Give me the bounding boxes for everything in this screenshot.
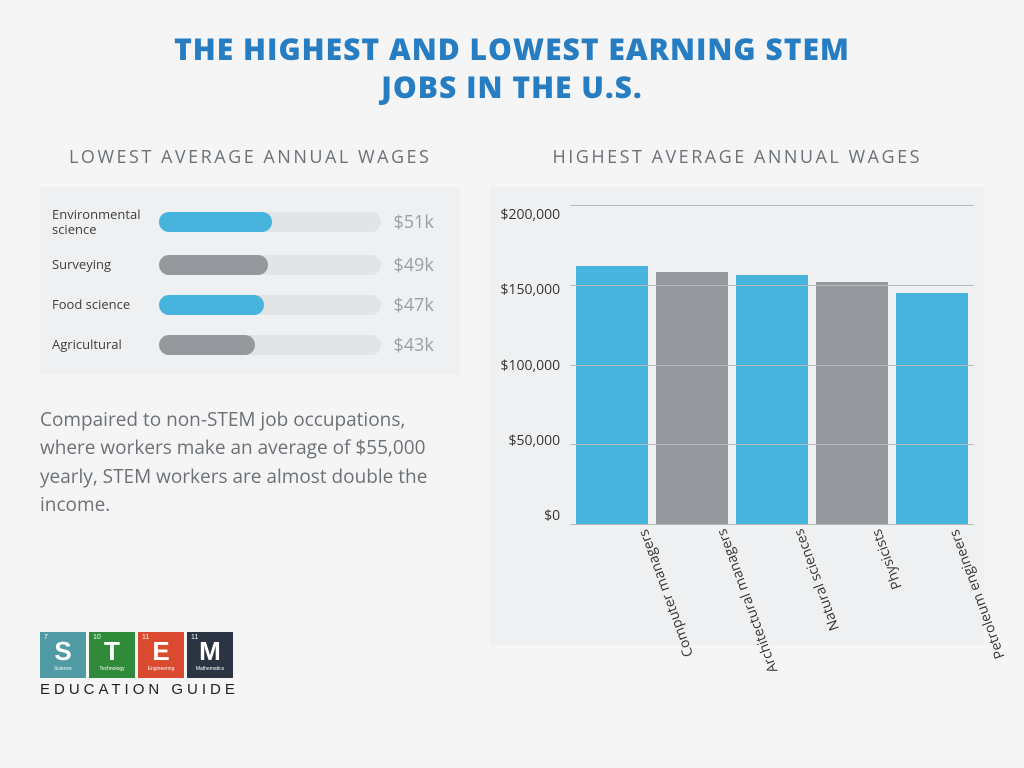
- low-track: [159, 335, 381, 355]
- grid-line: [570, 205, 974, 206]
- low-label: Agricultural: [52, 337, 147, 352]
- tile-letter: E: [152, 638, 169, 664]
- y-tick: $0: [544, 506, 560, 525]
- low-track: [159, 255, 381, 275]
- low-fill: [159, 212, 272, 232]
- tile-number: 10: [93, 634, 101, 641]
- tile-letter: T: [104, 638, 120, 664]
- logo-tile: 11 E Engineering: [138, 632, 184, 678]
- low-row: Surveying $49k: [52, 253, 448, 277]
- bar: [896, 293, 968, 524]
- low-fill: [159, 255, 268, 275]
- logo-tiles: 7 S Science 10 T Technology 11 E Enginee…: [40, 632, 239, 678]
- y-axis: $200,000 $150,000 $100,000 $50,000 $0: [500, 205, 570, 525]
- tile-word: Technology: [99, 666, 124, 672]
- lowest-heading: LOWEST AVERAGE ANNUAL WAGES: [40, 145, 460, 169]
- logo-subtitle: EDUCATION GUIDE: [40, 681, 239, 698]
- tile-number: 7: [44, 634, 48, 641]
- tile-letter: M: [199, 638, 221, 664]
- column-right: HIGHEST AVERAGE ANNUAL WAGES $200,000 $1…: [490, 145, 984, 645]
- y-tick: $100,000: [500, 356, 560, 375]
- grid-line: [570, 444, 974, 445]
- highest-chart: $200,000 $150,000 $100,000 $50,000 $0: [490, 187, 984, 645]
- tile-word: Engineering: [148, 666, 175, 672]
- y-tick: $200,000: [500, 205, 560, 224]
- lowest-card: Environmental science $51k Surveying $49…: [40, 187, 460, 375]
- low-value: $51k: [393, 210, 448, 234]
- columns: LOWEST AVERAGE ANNUAL WAGES Environmenta…: [40, 145, 984, 645]
- infographic-page: THE HIGHEST AND LOWEST EARNING STEM JOBS…: [0, 0, 1024, 768]
- low-track: [159, 212, 381, 232]
- grid-line: [570, 365, 974, 366]
- bar: [816, 282, 888, 524]
- plot-area: [570, 205, 974, 525]
- y-tick: $50,000: [508, 431, 560, 450]
- stem-logo: 7 S Science 10 T Technology 11 E Enginee…: [40, 632, 239, 698]
- low-value: $47k: [393, 293, 448, 317]
- low-fill: [159, 335, 255, 355]
- x-axis: Computer managers Architectural managers…: [582, 525, 974, 635]
- logo-tile: 7 S Science: [40, 632, 86, 678]
- logo-tile: 10 T Technology: [89, 632, 135, 678]
- bar: [656, 272, 728, 524]
- low-label: Surveying: [52, 257, 147, 272]
- highest-heading: HIGHEST AVERAGE ANNUAL WAGES: [490, 145, 984, 169]
- tile-word: Mathematics: [196, 666, 224, 672]
- low-row: Agricultural $43k: [52, 333, 448, 357]
- chart-area: $200,000 $150,000 $100,000 $50,000 $0: [500, 205, 974, 525]
- low-row: Food science $47k: [52, 293, 448, 317]
- low-value: $49k: [393, 253, 448, 277]
- low-fill: [159, 295, 264, 315]
- tile-letter: S: [54, 638, 71, 664]
- tile-number: 11: [142, 634, 149, 641]
- grid-line: [570, 285, 974, 286]
- y-tick: $150,000: [500, 280, 560, 299]
- low-row: Environmental science $51k: [52, 207, 448, 237]
- logo-tile: 11 M Mathematics: [187, 632, 233, 678]
- low-value: $43k: [393, 333, 448, 357]
- low-label: Environmental science: [52, 207, 147, 237]
- bar: [736, 275, 808, 524]
- body-text: Compaired to non-STEM job occupations, w…: [40, 405, 460, 519]
- tile-number: 11: [191, 634, 198, 641]
- bar: [576, 266, 648, 524]
- column-left: LOWEST AVERAGE ANNUAL WAGES Environmenta…: [40, 145, 460, 645]
- low-label: Food science: [52, 297, 147, 312]
- low-track: [159, 295, 381, 315]
- tile-word: Science: [54, 666, 72, 672]
- page-title: THE HIGHEST AND LOWEST EARNING STEM JOBS…: [162, 30, 862, 105]
